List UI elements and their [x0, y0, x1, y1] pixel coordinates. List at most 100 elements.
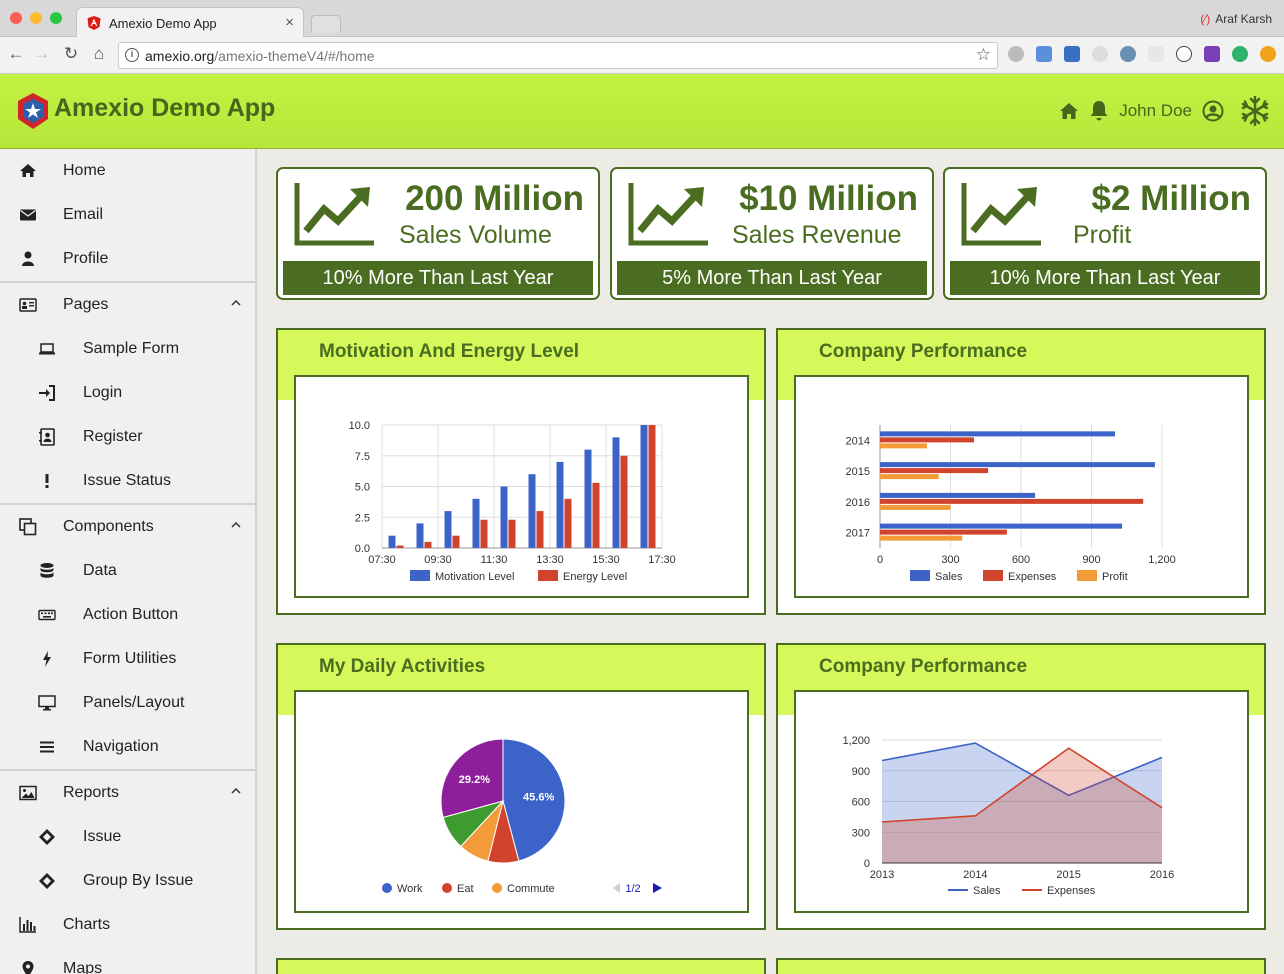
sidebar-item-maps[interactable]: Maps — [0, 947, 255, 974]
browser-tab-bar: Amexio Demo App × (⁄) Araf Karsh — [0, 0, 1284, 38]
bar — [620, 455, 628, 548]
sidebar-item-issue-status[interactable]: Issue Status — [0, 459, 255, 503]
sidebar-item-form-utilities[interactable]: Form Utilities — [0, 637, 255, 681]
browser-toolbar: ← → ↻ ⌂ i amexio.org/amexio-themeV4/#/ho… — [0, 37, 1284, 74]
bar — [880, 504, 951, 510]
bar — [444, 511, 452, 548]
chevron-up-icon[interactable] — [230, 519, 242, 531]
angular-icon — [87, 16, 101, 30]
x-tick-label: 900 — [1082, 554, 1100, 566]
y-tick-label: 2016 — [846, 497, 870, 509]
y-tick-label: 2014 — [846, 435, 870, 447]
sidebar-item-action-button[interactable]: Action Button — [0, 593, 255, 637]
sidebar-item-profile[interactable]: Profile — [0, 237, 255, 281]
sidebar-item-group-by-issue[interactable]: Group By Issue — [0, 859, 255, 903]
pie-slice — [440, 738, 504, 819]
x-tick-label: 0 — [877, 554, 883, 566]
sidebar-item-components[interactable]: Components — [0, 505, 255, 549]
extension-icon[interactable] — [1036, 46, 1052, 62]
sidebar-divider — [0, 503, 255, 505]
user-name[interactable]: John Doe — [1119, 101, 1192, 120]
x-tick-label: 11:30 — [481, 554, 508, 566]
info-icon[interactable]: i — [125, 48, 139, 62]
bar — [508, 519, 516, 548]
extension-icon[interactable] — [1120, 46, 1136, 62]
bar — [880, 443, 927, 449]
sidebar-item-charts[interactable]: Charts — [0, 903, 255, 947]
bell-icon[interactable] — [1089, 100, 1109, 122]
sidebar-item-navigation[interactable]: Navigation — [0, 725, 255, 769]
sidebar-item-reports[interactable]: Reports — [0, 771, 255, 815]
panel-company-performance-bar: Company Performance 0 300 600 900 1,200 2014 2… — [776, 328, 1266, 615]
header-actions: John Doe — [1059, 96, 1270, 126]
url-host: amexio.org — [145, 48, 215, 64]
y-tick-label: 2017 — [846, 528, 870, 540]
y-tick-label: 2015 — [846, 466, 870, 478]
sidebar-item-data[interactable]: Data — [0, 549, 255, 593]
extension-icon[interactable] — [1260, 46, 1276, 62]
extension-icon[interactable] — [1064, 46, 1080, 62]
reload-button[interactable]: ↻ — [63, 44, 79, 63]
trend-up-icon — [294, 183, 374, 246]
bars-icon — [40, 741, 54, 753]
panel-company-performance-area: Company Performance 0 300 600 900 1,200 2013 2… — [776, 643, 1266, 930]
extension-icon[interactable] — [1232, 46, 1248, 62]
maximize-window-button[interactable] — [50, 12, 62, 24]
legend-swatch — [910, 570, 930, 581]
new-tab-button[interactable] — [311, 15, 341, 33]
sidebar-item-register[interactable]: Register — [0, 415, 255, 459]
bar — [880, 492, 1036, 498]
sidebar: Home Email Profile Pages Sample Form Log… — [0, 149, 257, 974]
laptop-icon — [39, 343, 55, 355]
legend-swatch — [538, 570, 558, 581]
extension-icon[interactable] — [1008, 46, 1024, 62]
bar — [416, 523, 424, 548]
home-button[interactable]: ⌂ — [93, 44, 105, 63]
bookmark-star-icon[interactable]: ☆ — [975, 45, 991, 64]
snowflake-icon[interactable] — [1240, 96, 1270, 126]
chevron-up-icon[interactable] — [230, 785, 242, 797]
sidebar-item-panels-layout[interactable]: Panels/Layout — [0, 681, 255, 725]
browser-profile[interactable]: (⁄) Araf Karsh — [1200, 12, 1272, 26]
sidebar-item-sample-form[interactable]: Sample Form — [0, 327, 255, 371]
extension-icon[interactable] — [1204, 46, 1220, 62]
bar — [880, 431, 1115, 437]
sidebar-item-label: Components — [63, 518, 154, 535]
user-circle-icon[interactable] — [1202, 100, 1224, 122]
sidebar-item-issue[interactable]: Issue — [0, 815, 255, 859]
browser-tab[interactable]: Amexio Demo App × — [76, 7, 304, 38]
legend-label: Sales — [935, 571, 963, 583]
chart-top-strip — [312, 377, 731, 389]
envelope-icon — [20, 209, 36, 221]
exclamation-icon — [45, 474, 49, 488]
sidebar-item-home[interactable]: Home — [0, 149, 255, 193]
address-bar[interactable]: i amexio.org/amexio-themeV4/#/home ☆ — [118, 42, 998, 69]
activities-pie-chart: 45.6% 29.2% Work Eat Commute 1/2 — [382, 738, 662, 895]
minimize-window-button[interactable] — [30, 12, 42, 24]
sidebar-item-login[interactable]: Login — [0, 371, 255, 415]
chevron-up-icon[interactable] — [230, 297, 242, 309]
bar — [472, 498, 480, 548]
extension-icon[interactable] — [1176, 46, 1192, 62]
sidebar-item-pages[interactable]: Pages — [0, 283, 255, 327]
home-icon[interactable] — [1059, 102, 1079, 120]
extension-icon[interactable] — [1092, 46, 1108, 62]
url-path: /amexio-themeV4/#/home — [214, 48, 375, 64]
profile-name: Araf Karsh — [1215, 12, 1272, 26]
close-tab-icon[interactable]: × — [285, 14, 294, 31]
sidebar-item-label: Home — [63, 162, 106, 179]
bar — [880, 529, 1007, 535]
back-button[interactable]: ← — [7, 44, 25, 63]
extension-icon[interactable] — [1148, 46, 1164, 62]
x-tick-label: 2016 — [1150, 869, 1174, 881]
sidebar-item-email[interactable]: Email — [0, 193, 255, 237]
bar — [612, 437, 620, 548]
y-tick-label: 7.5 — [355, 451, 370, 463]
chart-top-strip — [812, 692, 1231, 704]
bar-chart-icon — [19, 917, 36, 933]
stat-footer: 10% More Than Last Year — [283, 261, 593, 295]
forward-button[interactable]: → — [33, 44, 51, 63]
stat-value: $2 Million — [1091, 179, 1251, 218]
close-window-button[interactable] — [10, 12, 22, 24]
app-header: Amexio Demo App John Doe — [0, 74, 1284, 149]
